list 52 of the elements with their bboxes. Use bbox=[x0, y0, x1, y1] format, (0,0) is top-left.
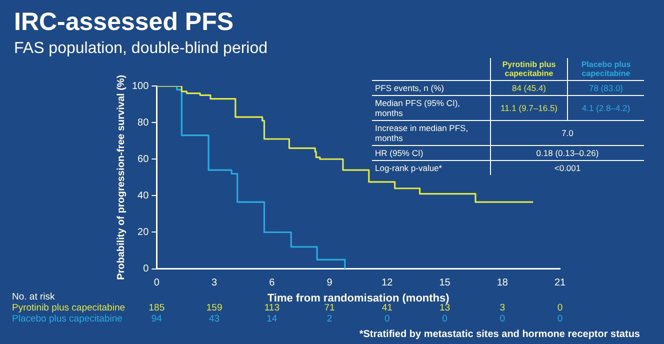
text: 2 bbox=[326, 314, 332, 325]
text: 159 bbox=[206, 302, 222, 314]
text: Pyrotinib plus capecitabine bbox=[490, 58, 568, 80]
chart-subtitle: FAS population, double-blind period bbox=[14, 40, 268, 58]
text: Pyrotinib plus capecitabine bbox=[12, 302, 126, 314]
annotation: HR (95% CI) bbox=[372, 146, 490, 160]
x-tick-label: 0 bbox=[154, 278, 160, 289]
x-tick-label: 12 bbox=[382, 278, 394, 289]
y-axis-title: Probability of progression-free survival (%) bbox=[116, 74, 127, 280]
text: 4.1 (2.8–4.2) bbox=[568, 96, 644, 120]
x-tick-label: 9 bbox=[326, 278, 333, 289]
text: 71 bbox=[324, 302, 335, 314]
text: 41 bbox=[382, 302, 392, 314]
text: 3 bbox=[500, 302, 506, 314]
text: 0 bbox=[557, 302, 563, 314]
text: 14 bbox=[266, 314, 278, 325]
text: 0 bbox=[557, 314, 563, 325]
text: 94 bbox=[151, 314, 162, 325]
text: 0 bbox=[384, 314, 390, 325]
annotation: 0.18 (0.13–0.26) bbox=[490, 146, 644, 160]
y-tick-label: 60 bbox=[138, 154, 150, 165]
text: 0 bbox=[500, 314, 506, 325]
text: 78 (83.0) bbox=[568, 80, 644, 96]
annotation: 84 (45.4) bbox=[490, 80, 568, 96]
text: 185 bbox=[148, 302, 165, 314]
x-tick-label: 18 bbox=[496, 278, 508, 289]
annotation: 11.1 (9.7–16.5) bbox=[490, 96, 568, 120]
annotation: PFS events, n (%) bbox=[372, 80, 490, 96]
y-tick-label: 0 bbox=[143, 264, 150, 275]
text: 43 bbox=[209, 314, 220, 325]
y-tick-label: 40 bbox=[138, 190, 150, 202]
x-tick-label: 3 bbox=[212, 278, 218, 289]
text: Placebo plus capecitabine bbox=[568, 58, 644, 80]
x-tick-label: 21 bbox=[554, 278, 566, 289]
text: 113 bbox=[264, 302, 280, 314]
text: 13 bbox=[439, 302, 450, 314]
x-tick-label: 6 bbox=[269, 278, 276, 289]
annotation: Log-rank p-value* bbox=[372, 160, 490, 175]
x-tick-label: 15 bbox=[439, 278, 451, 289]
text: 0 bbox=[442, 314, 448, 325]
text: Placebo plus capecitabine bbox=[12, 314, 122, 325]
text: *Stratified by metastatic sites and hormone receptor status bbox=[359, 328, 640, 340]
y-tick-label: 80 bbox=[138, 117, 150, 128]
y-tick-label: 20 bbox=[138, 226, 150, 238]
chart-title: IRC-assessed PFS bbox=[14, 8, 234, 37]
x-axis-title: Time from randomisation (months) bbox=[267, 292, 450, 304]
annotation: Increase in median PFS, months bbox=[372, 120, 490, 146]
text: 7.0 bbox=[490, 120, 644, 146]
text: No. at risk bbox=[12, 292, 56, 303]
y-tick-label: 100 bbox=[132, 80, 150, 92]
annotation: Median PFS (95% CI), months bbox=[372, 96, 490, 120]
annotation: <0.001 bbox=[490, 160, 644, 175]
